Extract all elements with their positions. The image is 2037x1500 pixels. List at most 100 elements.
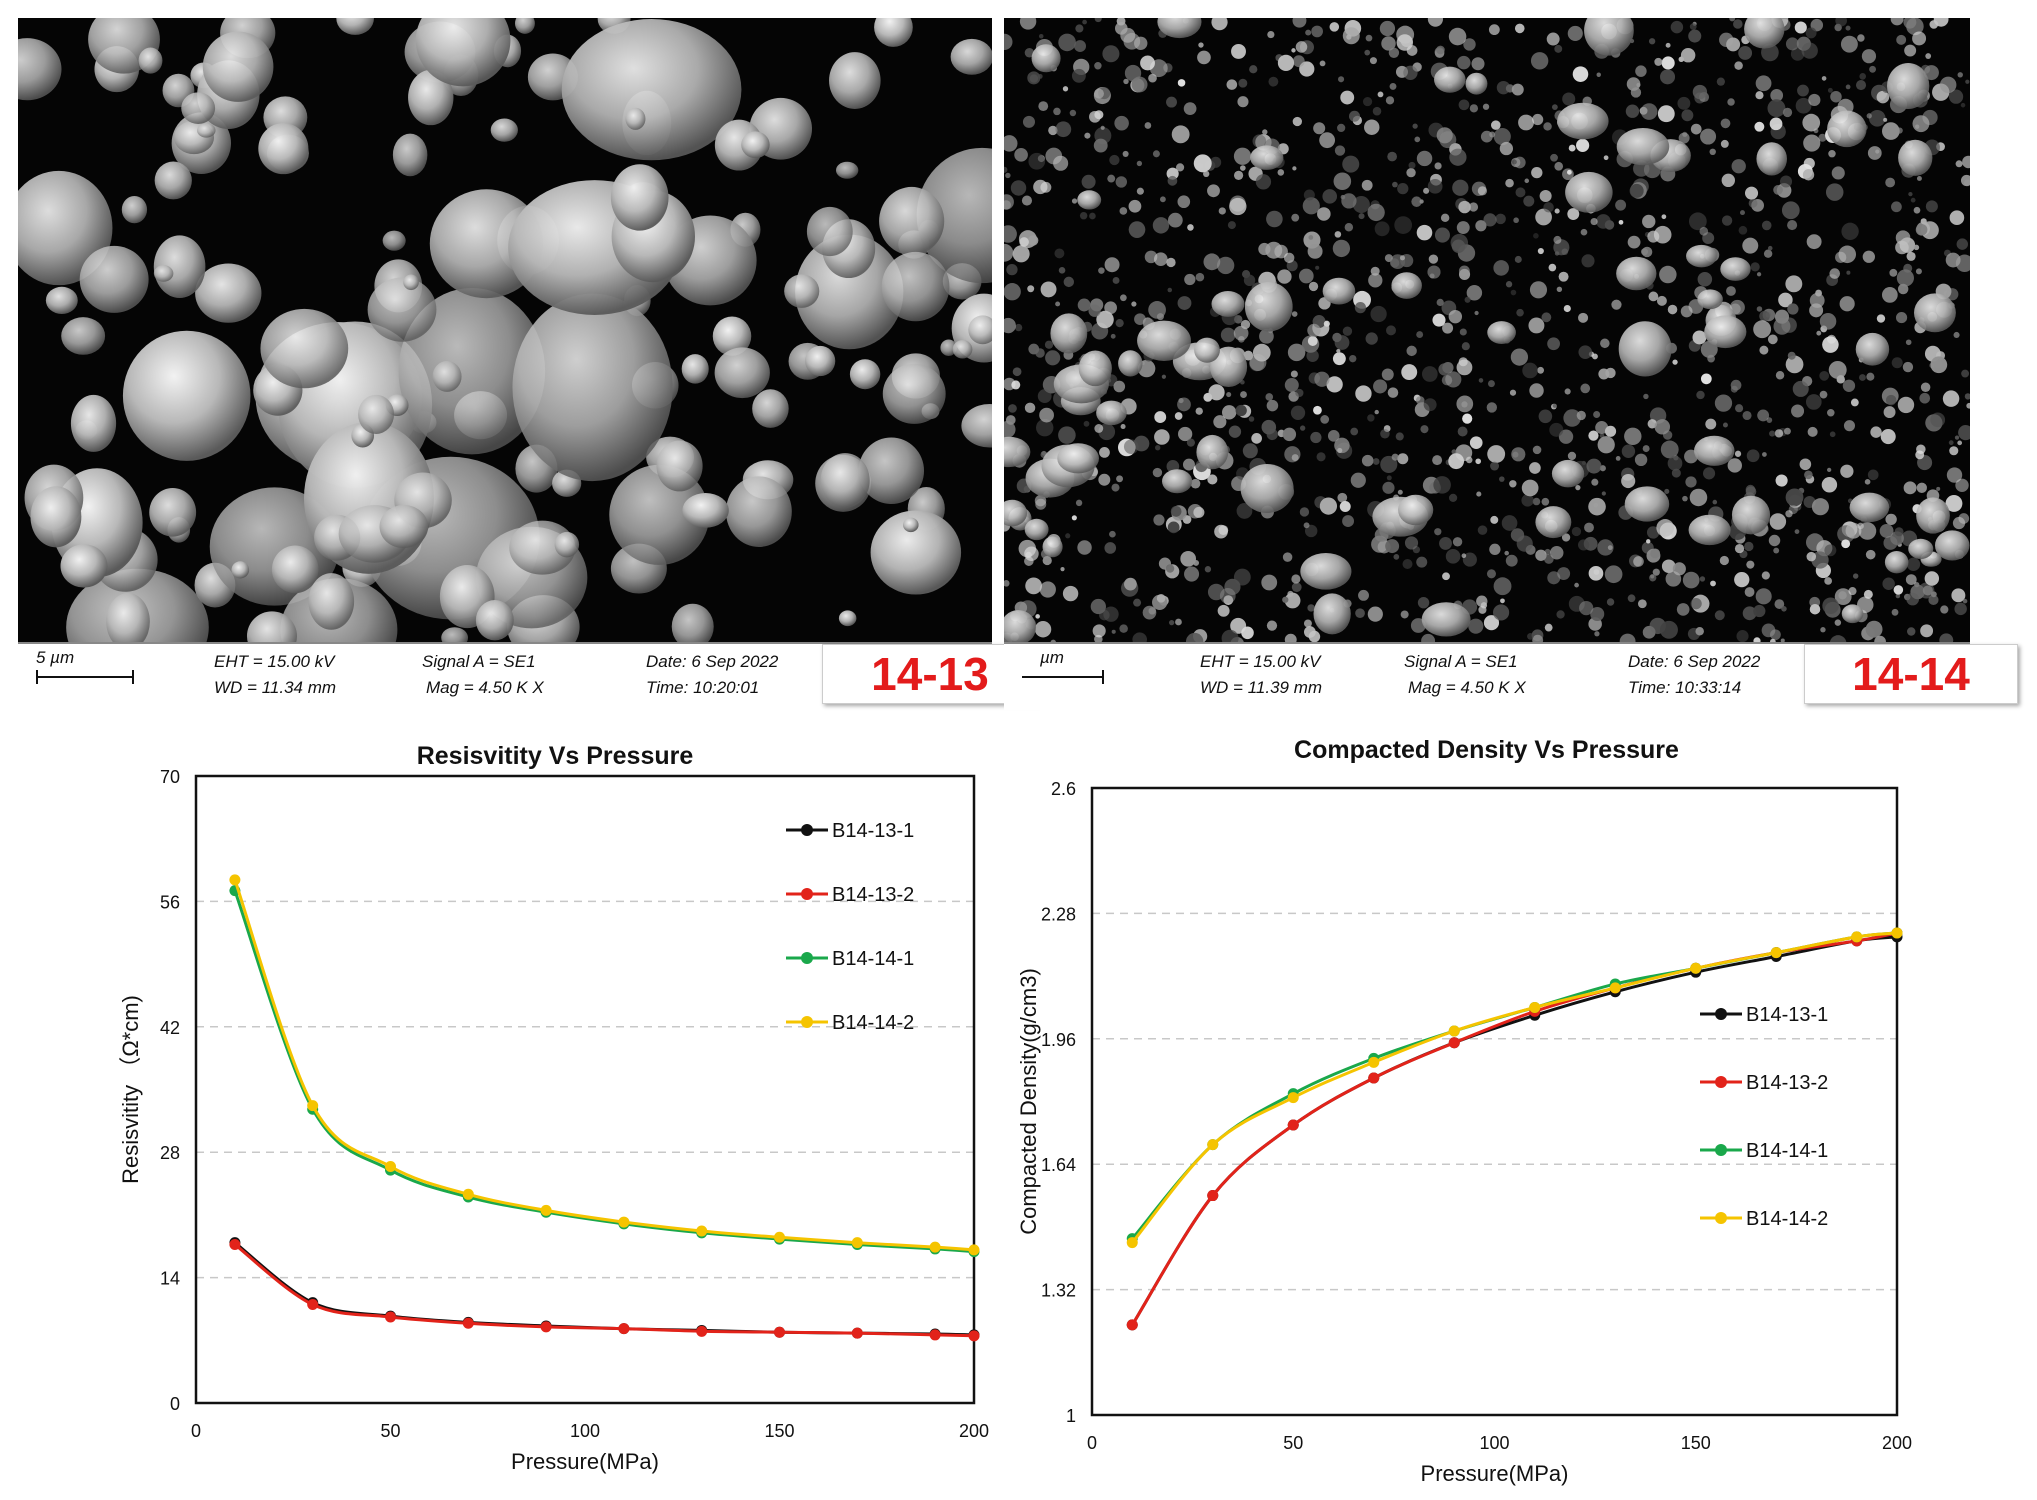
sem-particle <box>1391 272 1422 299</box>
sem-particle <box>1131 301 1137 307</box>
sem-particle <box>1792 380 1809 397</box>
sem-particle <box>1702 467 1716 480</box>
sem-particle <box>1027 71 1041 85</box>
legend-marker-B14-14-2 <box>801 1016 813 1028</box>
sem-particle <box>1670 20 1684 34</box>
sem-particle <box>1365 34 1373 42</box>
sem-particle <box>1556 286 1563 293</box>
sem-particle <box>1338 76 1345 83</box>
sem-particle <box>1581 254 1595 268</box>
scale-bar-label: µm <box>1040 648 1064 667</box>
sem-particle <box>202 31 274 102</box>
sem-particle <box>1624 427 1642 446</box>
y-tick-label: 1.96 <box>1041 1030 1076 1050</box>
sem-particle <box>1595 421 1609 435</box>
sem-particle <box>1794 21 1807 34</box>
sem-particle <box>1643 393 1649 400</box>
sem-particle <box>1563 409 1581 427</box>
sem-particle <box>1434 227 1450 243</box>
sem-particle <box>1386 475 1392 481</box>
y-tick-label: 70 <box>160 767 180 787</box>
y-tick-label: 28 <box>160 1143 180 1163</box>
sem-particle <box>1859 73 1867 80</box>
sem-particle <box>1427 265 1441 279</box>
sem-particle <box>741 131 770 159</box>
sem-particle <box>1554 161 1564 171</box>
sem-particle <box>1307 604 1315 612</box>
sem-particle <box>1267 30 1275 39</box>
sem-particle <box>1018 539 1037 558</box>
sem-particle <box>1458 99 1470 111</box>
date-label: Date: 6 Sep 2022 <box>1628 652 1761 671</box>
sem-particle <box>1654 57 1663 66</box>
data-point-B14-14-2-130 <box>1609 982 1621 994</box>
sem-particle <box>1499 141 1514 156</box>
sem-particle <box>1402 559 1413 570</box>
sem-particle <box>1203 253 1221 271</box>
sem-particle <box>1785 37 1799 51</box>
sem-particle <box>1664 488 1670 494</box>
data-point-B14-13-2-10 <box>229 1238 241 1250</box>
sem-particle <box>1386 325 1396 336</box>
sem-particle <box>1381 36 1396 51</box>
sem-particle <box>1720 118 1731 129</box>
sem-particle <box>1855 332 1890 366</box>
sem-particle <box>1556 610 1565 619</box>
legend-label-B14-14-1: B14-14-1 <box>832 948 914 970</box>
sem-particle <box>1678 132 1690 144</box>
sem-particle <box>1118 350 1143 377</box>
sem-particle <box>1805 394 1822 410</box>
sem-particle <box>838 610 857 627</box>
sem-particle <box>258 123 309 175</box>
sem-particle <box>1738 225 1748 235</box>
sem-particle <box>1350 472 1366 488</box>
sem-particle <box>1011 380 1021 390</box>
sem-particle <box>1307 323 1321 338</box>
sem-image-14-13: 5 µm EHT = 15.00 kV WD = 11.34 mm Signal… <box>18 18 992 710</box>
y-tick-label: 2.28 <box>1041 904 1076 924</box>
sem-particle <box>153 265 174 282</box>
sem-particle <box>1421 602 1471 637</box>
sem-particle <box>1414 136 1421 143</box>
sem-particle <box>367 277 437 342</box>
sem-particle <box>1238 78 1248 88</box>
sem-particle <box>1806 551 1817 562</box>
sem-particle <box>1671 468 1681 478</box>
sem-particle <box>1458 200 1471 214</box>
sem-particle <box>1949 210 1965 226</box>
sem-particle <box>870 510 962 595</box>
sem-particle <box>1699 226 1709 236</box>
sem-particle <box>1109 530 1116 538</box>
sem-particle <box>1336 348 1341 354</box>
sem-particle <box>1295 388 1304 398</box>
sem-particle <box>1552 403 1557 408</box>
sem-particle <box>1787 351 1796 360</box>
sem-particle <box>1004 610 1037 644</box>
sem-particle <box>1120 294 1127 302</box>
sem-particle <box>1077 190 1102 210</box>
sem-particle <box>1132 632 1148 644</box>
sem-particle <box>874 18 913 47</box>
sem-particle <box>1920 218 1927 225</box>
sem-particle <box>1636 82 1641 88</box>
sem-particle <box>1550 153 1558 162</box>
sem-particle <box>61 317 106 355</box>
sem-particle <box>1819 313 1837 330</box>
sem-particle <box>1042 536 1063 558</box>
sem-particle <box>1890 18 1904 26</box>
sem-particle <box>1111 629 1116 634</box>
sem-particle <box>1529 281 1548 299</box>
sem-particle <box>1060 567 1065 572</box>
legend-marker-B14-14-1 <box>1715 1144 1727 1156</box>
sem-particle <box>1654 419 1671 435</box>
sem-particle <box>1869 65 1877 73</box>
sem-particle <box>1722 422 1728 428</box>
sem-particle <box>1216 256 1235 275</box>
sem-particle <box>1515 187 1526 198</box>
sem-particle <box>1310 431 1322 444</box>
sem-particle <box>1313 122 1326 135</box>
sem-particle <box>1864 478 1871 485</box>
sem-particle <box>1958 513 1970 524</box>
sem-particle <box>1184 566 1200 582</box>
sem-particle <box>1350 427 1359 436</box>
